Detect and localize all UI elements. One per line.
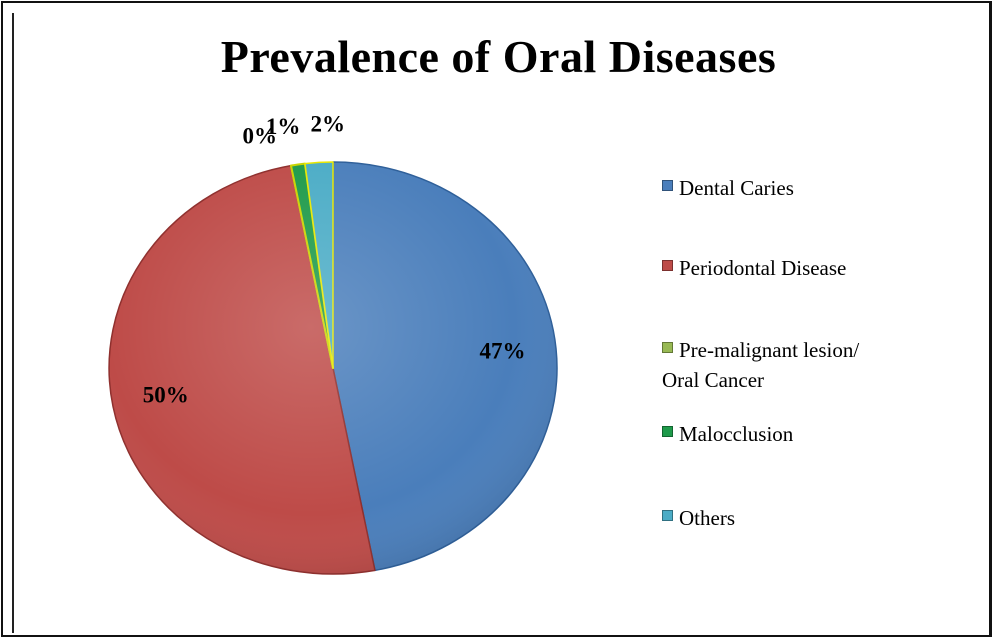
data-label-dental-caries: 47% <box>480 339 526 364</box>
legend-item-periodontal-disease: Periodontal Disease <box>662 253 846 283</box>
legend-swatch-pre-malignant <box>662 342 673 353</box>
legend-label-others: Others <box>679 506 735 530</box>
legend-swatch-dental-caries <box>662 180 673 191</box>
legend-label-periodontal-disease: Periodontal Disease <box>679 256 847 280</box>
legend-item-others: Others <box>662 503 735 533</box>
chart-title: Prevalence of Oral Diseases <box>220 31 777 82</box>
data-label-others: 2% <box>311 112 346 137</box>
data-label-periodontal-disease: 50% <box>143 383 189 408</box>
legend-label-malocclusion: Malocclusion <box>679 422 794 446</box>
pie-slices <box>108 161 558 575</box>
legend-label-pre-malignant: Pre-malignant lesion/ Oral Cancer <box>662 335 860 395</box>
data-label-pre-malignant-lesion-oral-cancer: 0% <box>242 123 277 148</box>
legend-swatch-others <box>662 510 673 521</box>
legend-item-pre-malignant: Pre-malignant lesion/ Oral Cancer <box>662 335 859 395</box>
pie-data-labels: 47% 50% 0%1% 2% <box>143 112 526 408</box>
legend-swatch-periodontal-disease <box>662 260 673 271</box>
pie-slice-dental-caries <box>332 161 558 572</box>
legend-label-dental-caries: Dental Caries <box>679 176 794 200</box>
legend-item-malocclusion: Malocclusion <box>662 419 793 449</box>
frame-inner-rule <box>12 13 14 633</box>
legend-item-dental-caries: Dental Caries <box>662 173 794 203</box>
legend-label-pre-malignant-line1: Pre-malignant lesion/ <box>679 338 860 362</box>
legend-label-pre-malignant-line2: Oral Cancer <box>662 368 765 392</box>
data-label-malocclusion: 1% <box>266 114 301 139</box>
legend-swatch-malocclusion <box>662 426 673 437</box>
